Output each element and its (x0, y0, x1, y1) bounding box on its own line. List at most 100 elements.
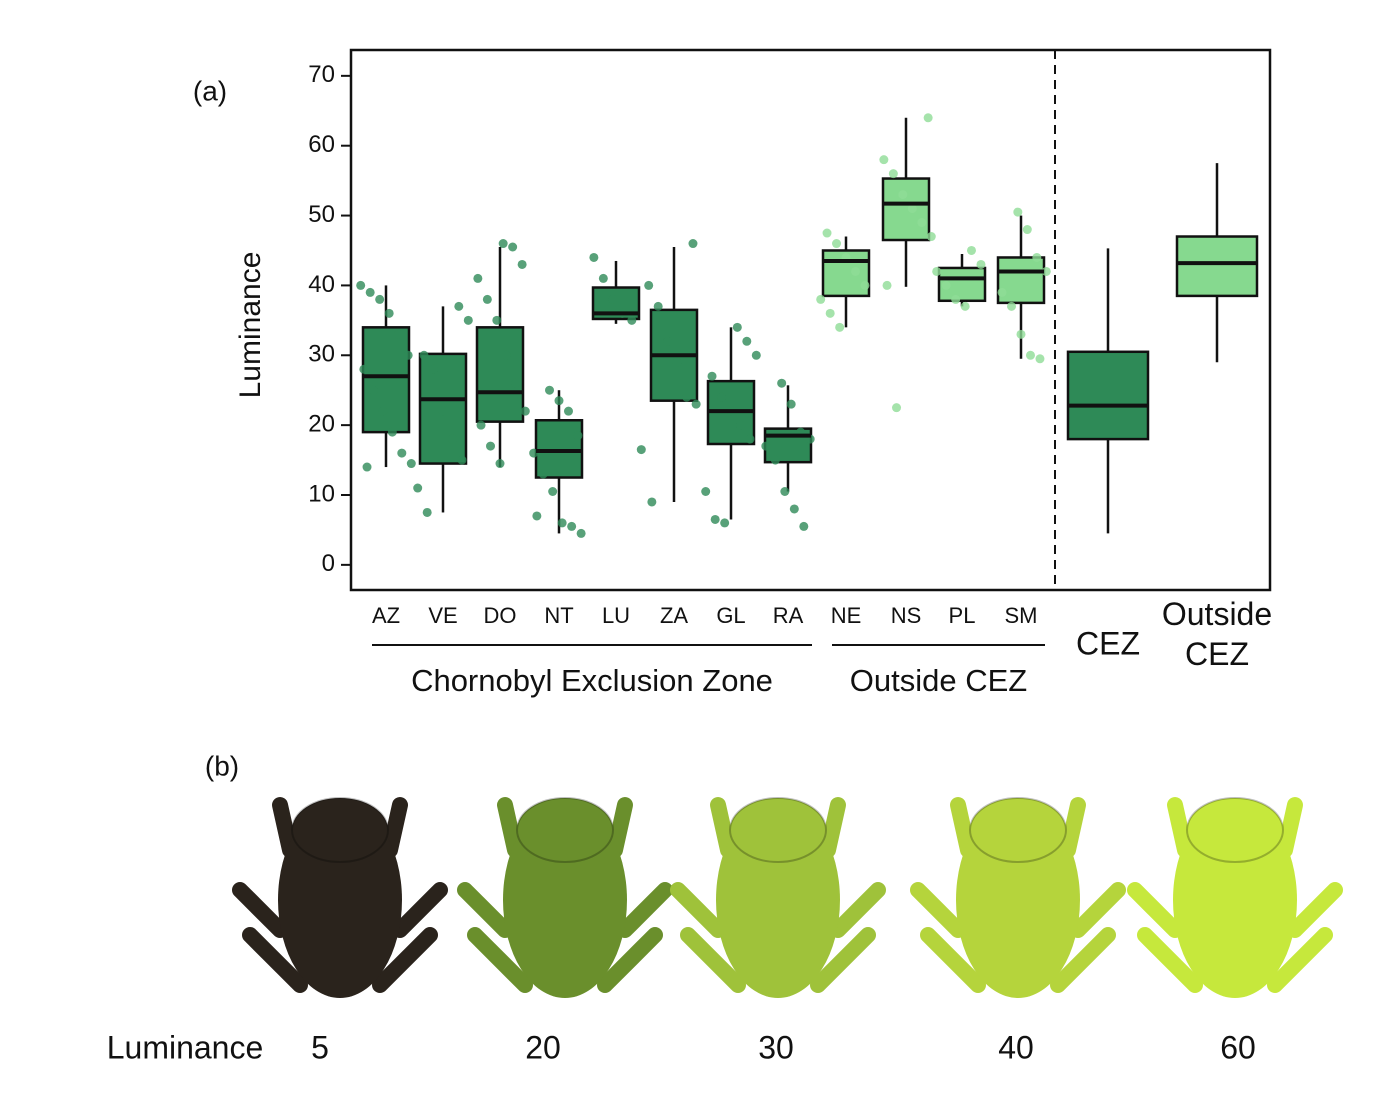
data-point (438, 406, 448, 416)
x-tick-label: PL (949, 603, 976, 628)
data-point (926, 232, 936, 242)
frog (232, 797, 448, 998)
frog-limb (1070, 882, 1126, 938)
frog-limb (1267, 927, 1333, 993)
data-point (397, 448, 407, 458)
data-point (529, 448, 539, 458)
data-point (429, 364, 439, 374)
data-point (384, 308, 394, 318)
data-point (498, 239, 508, 249)
frog-limb (372, 927, 438, 993)
data-point (822, 228, 832, 238)
data-point (898, 190, 908, 200)
frog-head (291, 797, 389, 863)
luminance-value: 30 (758, 1029, 794, 1065)
data-point (732, 322, 742, 332)
data-point (710, 514, 720, 524)
luminance-value: 40 (998, 1029, 1034, 1065)
data-point (419, 350, 429, 360)
x-tick-label: NS (891, 603, 922, 628)
data-point (573, 431, 583, 441)
box (534, 418, 584, 479)
frog-limb (457, 882, 513, 938)
data-point (879, 155, 889, 165)
data-point (567, 521, 577, 531)
data-point (394, 329, 404, 339)
box (475, 326, 525, 423)
data-point (745, 434, 755, 444)
data-point (406, 459, 416, 469)
data-point (608, 294, 618, 304)
frog-limb (1050, 927, 1116, 993)
data-point (917, 218, 927, 228)
y-tick-label: 40 (308, 271, 335, 298)
frog-limb (607, 797, 633, 858)
frog-limb (1167, 797, 1193, 858)
panel-label: (a) (193, 75, 227, 106)
data-point (892, 403, 902, 413)
frog-limb (392, 882, 448, 938)
x-tick-label: LU (602, 603, 630, 628)
data-point (882, 280, 892, 290)
x-tick-label: CEZ (1076, 625, 1140, 661)
data-point (701, 487, 711, 497)
data-point (576, 528, 586, 538)
frog-limb (272, 797, 298, 858)
data-point (598, 273, 608, 283)
data-point (486, 441, 496, 451)
data-point (511, 378, 521, 388)
data-point (960, 301, 970, 311)
y-tick-label: 50 (308, 201, 335, 228)
x-tick-label: SM (1005, 603, 1038, 628)
frog-limb (382, 797, 408, 858)
data-point (653, 301, 663, 311)
data-point (457, 455, 467, 465)
data-point (563, 406, 573, 416)
data-point (786, 399, 796, 409)
frog-limb (1127, 882, 1183, 938)
data-point (627, 315, 637, 325)
data-point (554, 396, 564, 406)
data-point (691, 399, 701, 409)
frog-limb (232, 882, 288, 938)
data-point (454, 301, 464, 311)
frog (457, 797, 673, 998)
data-point (717, 392, 727, 402)
frog-limb (830, 882, 886, 938)
luminance-value: 20 (525, 1029, 561, 1065)
x-tick-label: ZA (660, 603, 688, 628)
frog-limb (597, 927, 663, 993)
data-point (751, 350, 761, 360)
frog-limb (680, 927, 746, 993)
data-point (832, 239, 842, 249)
data-point (589, 252, 599, 262)
y-tick-label: 10 (308, 480, 335, 507)
x-tick-label: AZ (372, 603, 400, 628)
box (881, 177, 931, 242)
data-point (1025, 350, 1035, 360)
data-point (789, 504, 799, 514)
data-point (647, 497, 657, 507)
data-point (860, 280, 870, 290)
data-point (532, 511, 542, 521)
data-point (850, 266, 860, 276)
frog (910, 797, 1126, 998)
data-point (663, 336, 673, 346)
data-point (545, 385, 555, 395)
frog-limb (617, 882, 673, 938)
x-tick-label: NT (544, 603, 573, 628)
axis-label: Luminance (107, 1029, 264, 1065)
data-point (682, 392, 692, 402)
frog-limb (910, 882, 966, 938)
data-point (403, 350, 413, 360)
data-point (799, 521, 809, 531)
luminance-value: 5 (311, 1029, 329, 1065)
y-tick-label: 70 (308, 61, 335, 88)
data-point (777, 378, 787, 388)
data-point (735, 420, 745, 430)
frog-head (729, 797, 827, 863)
x-tick-label: RA (773, 603, 804, 628)
frog-limb (242, 927, 308, 993)
data-point (825, 308, 835, 318)
